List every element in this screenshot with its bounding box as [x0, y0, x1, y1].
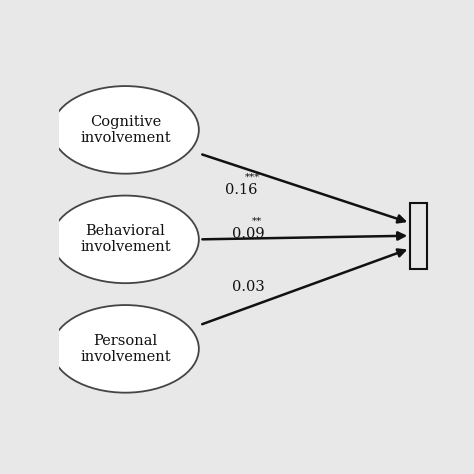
Text: 0.16: 0.16 — [225, 183, 257, 197]
Text: Cognitive
involvement: Cognitive involvement — [80, 115, 171, 145]
Text: 0.09: 0.09 — [232, 227, 264, 241]
Text: **: ** — [252, 217, 262, 226]
Text: 0.03: 0.03 — [232, 280, 264, 294]
Ellipse shape — [52, 305, 199, 392]
Text: Personal
involvement: Personal involvement — [80, 334, 171, 364]
Ellipse shape — [52, 86, 199, 173]
Text: ***: *** — [245, 173, 260, 182]
Text: Behavioral
involvement: Behavioral involvement — [80, 224, 171, 255]
Bar — [410, 203, 427, 269]
Ellipse shape — [52, 196, 199, 283]
